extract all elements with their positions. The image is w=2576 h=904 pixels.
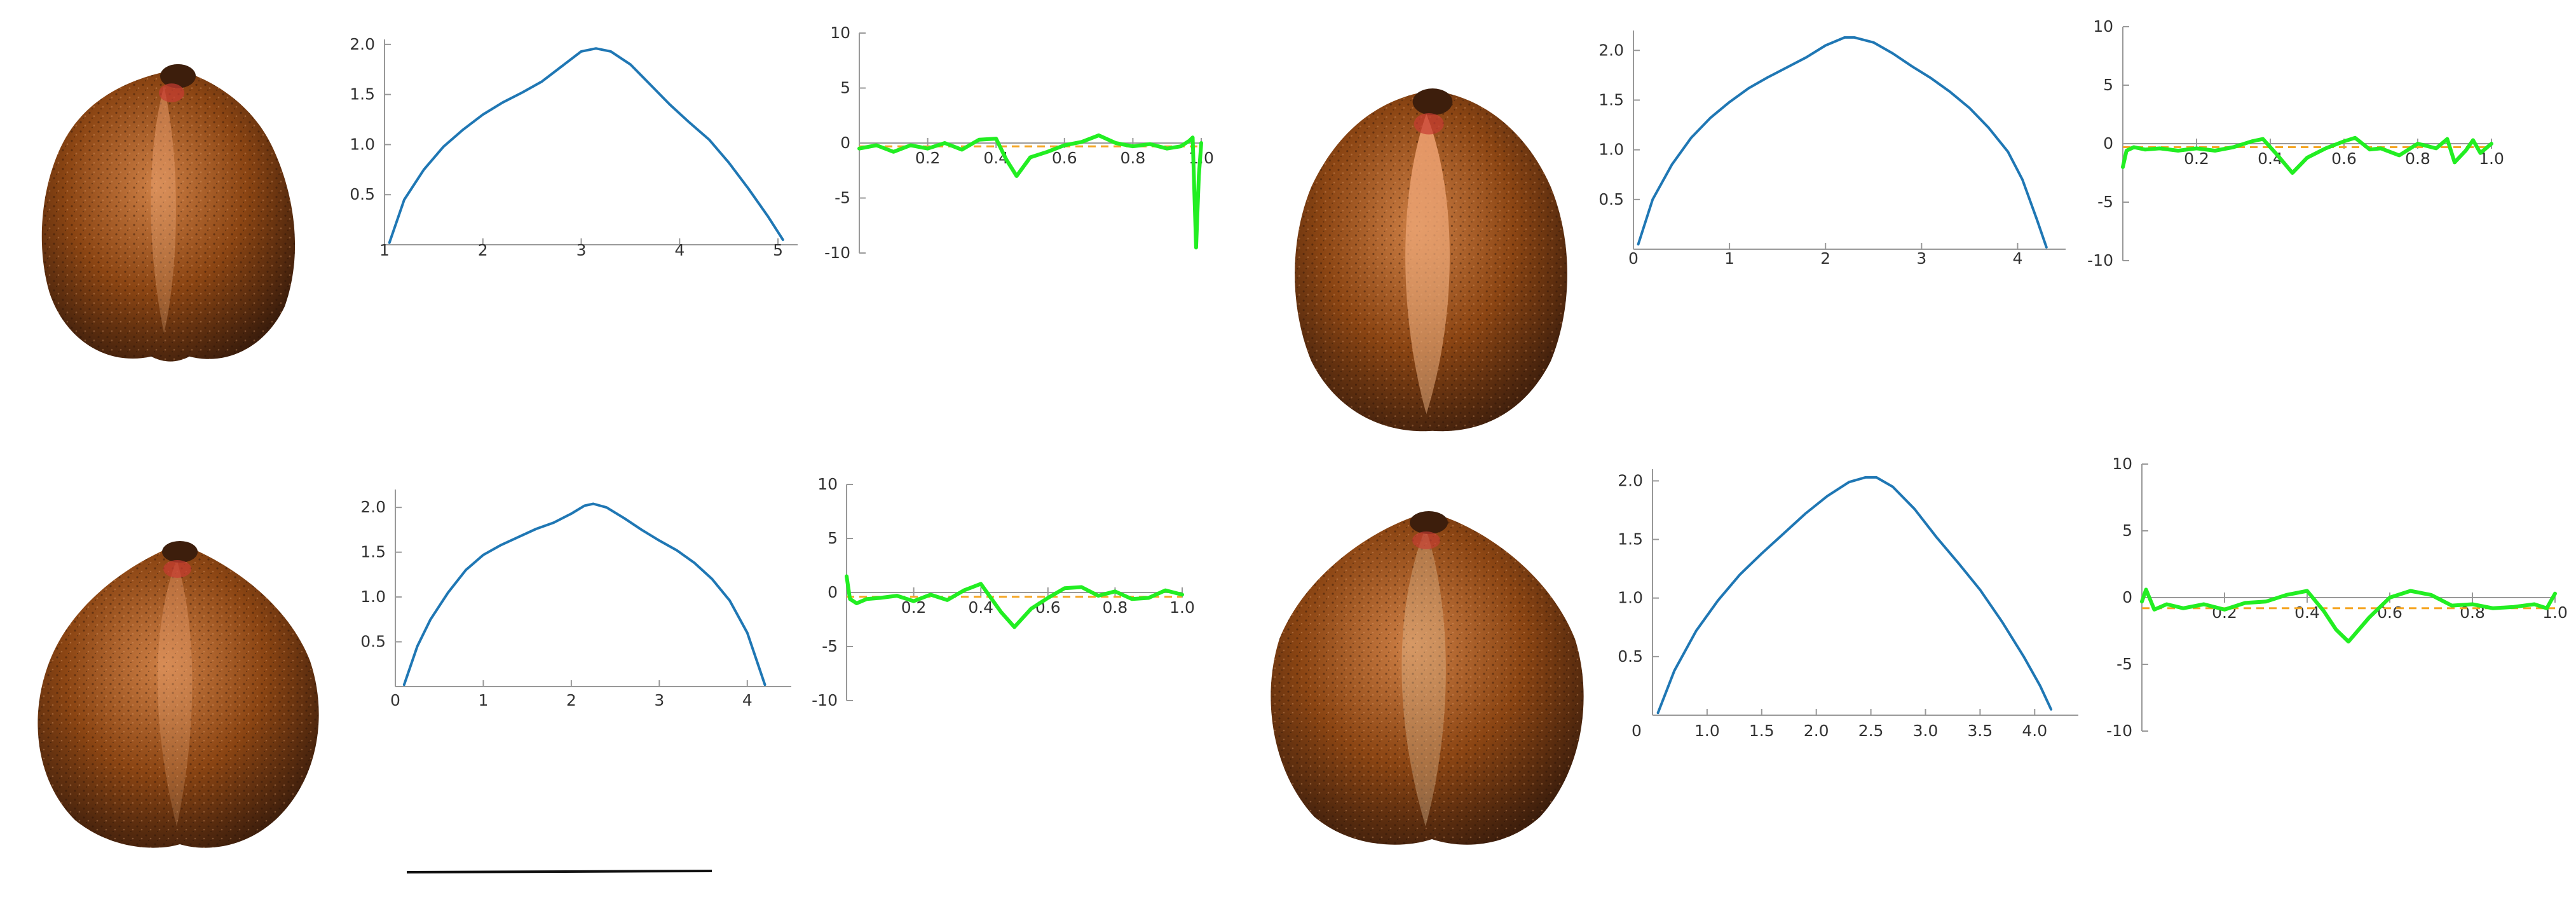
- x-tick-label: 0: [390, 691, 400, 709]
- residual-series-line: [845, 574, 1184, 629]
- x-tick-label: 1.0: [1694, 722, 1720, 740]
- y-tick-label: -5: [822, 637, 838, 655]
- x-tick-label: 3: [1916, 249, 1926, 268]
- x-tick-label: 0.6: [1035, 598, 1061, 617]
- profile-chart-bottom-right: 0.5 1.0 1.5 2.0 1.0 1.5 2.0 2.5 3.0 3.5 4.0 0: [1618, 469, 2078, 740]
- y-tick-label: 0.5: [360, 633, 386, 651]
- x-tick-label: 4: [2012, 249, 2022, 268]
- residual-series-line: [2140, 587, 2557, 644]
- x-tick-label: 1: [1724, 249, 1734, 268]
- y-tick-label: -10: [2106, 722, 2132, 740]
- y-tick-label: 10: [830, 24, 850, 42]
- seed-top-right: [1295, 88, 1567, 432]
- x-tick-label: 0.2: [2184, 149, 2209, 168]
- y-tick-label: 2.0: [1618, 471, 1643, 490]
- x-tick-label: 2.5: [1858, 722, 1884, 740]
- profile-series-line: [1656, 476, 2053, 715]
- x-tick-label: 1: [478, 691, 488, 709]
- y-tick-label: 0.5: [1598, 190, 1624, 209]
- y-tick-label: 5: [2122, 521, 2132, 540]
- x-tick-label: 3.0: [1913, 722, 1939, 740]
- y-tick-label: 2.0: [350, 35, 375, 53]
- x-tick-label: 4: [742, 691, 753, 709]
- y-tick-label: 1.0: [350, 135, 375, 153]
- x-tick-label: 0.4: [968, 598, 993, 617]
- x-tick-label: 0: [1632, 722, 1642, 740]
- scale-bar: [406, 870, 712, 873]
- y-tick-label: 1.5: [1598, 90, 1624, 109]
- y-tick-label: -5: [2097, 193, 2113, 211]
- y-tick-label: 10: [817, 475, 838, 493]
- y-tick-label: 2.0: [360, 498, 386, 516]
- seed-top-left: [41, 64, 296, 362]
- y-tick-label: -5: [2116, 655, 2132, 673]
- y-tick-label: 5: [828, 529, 838, 547]
- x-tick-label: 0: [1628, 249, 1639, 268]
- y-tick-label: -10: [2087, 251, 2113, 270]
- x-tick-label: 3.5: [1968, 722, 1993, 740]
- y-tick-label: 0: [840, 134, 850, 152]
- profile-series-line: [388, 47, 784, 244]
- x-tick-label: 1: [379, 241, 390, 259]
- x-tick-label: 0.4: [2294, 603, 2320, 622]
- y-tick-label: 0: [2103, 134, 2113, 153]
- y-tick-label: 1.5: [1618, 530, 1643, 549]
- y-tick-label: -10: [812, 691, 838, 709]
- x-tick-label: 4.0: [2022, 722, 2047, 740]
- y-tick-label: 5: [2103, 76, 2113, 94]
- x-tick-label: 0.6: [1052, 149, 1077, 167]
- seed-bottom-left: [37, 541, 319, 848]
- residual-series-line: [857, 133, 1203, 250]
- x-tick-label: 2: [1820, 249, 1830, 268]
- x-tick-label: 0.6: [2331, 149, 2357, 168]
- y-tick-label: 0.5: [1618, 647, 1643, 666]
- x-tick-label: 4: [674, 241, 685, 259]
- x-tick-label: 2.0: [1804, 722, 1829, 740]
- y-tick-label: 0: [828, 583, 838, 601]
- y-tick-label: 1.0: [360, 587, 386, 606]
- y-tick-label: 0.5: [350, 185, 375, 203]
- x-tick-label: 5: [773, 241, 783, 259]
- y-tick-label: 2.0: [1598, 41, 1624, 59]
- y-tick-label: 10: [2093, 17, 2113, 36]
- x-tick-label: 1.5: [1749, 722, 1775, 740]
- x-tick-label: 0.8: [1103, 598, 1128, 617]
- seed-bottom-right: [1271, 511, 1584, 845]
- x-tick-label: 0.2: [915, 149, 941, 167]
- y-tick-label: 1.5: [360, 543, 386, 561]
- x-tick-label: 0.8: [1121, 149, 1146, 167]
- y-tick-label: 5: [840, 79, 850, 97]
- y-tick-label: -5: [835, 189, 850, 207]
- y-tick-label: 10: [2112, 455, 2132, 473]
- x-tick-label: 1.0: [1169, 598, 1195, 617]
- x-tick-label: 2: [478, 241, 488, 259]
- y-tick-label: -10: [824, 243, 850, 262]
- profile-chart-top-left: 0.5 1.0 1.5 2.0 1 2 3 4 5: [350, 35, 798, 259]
- y-tick-label: 1.0: [1618, 589, 1643, 607]
- y-tick-label: 1.0: [1598, 140, 1624, 159]
- residual-series-line: [2121, 135, 2493, 175]
- y-tick-label: 0: [2122, 588, 2132, 606]
- profile-series-line: [1637, 36, 2048, 249]
- x-tick-label: 3: [576, 241, 587, 259]
- x-tick-label: 3: [654, 691, 664, 709]
- profile-chart-top-right: 0.5 1.0 1.5 2.0 0 1 2 3 4: [1598, 31, 2066, 268]
- profile-series-line: [402, 502, 767, 687]
- y-tick-label: 1.5: [350, 85, 375, 104]
- x-tick-label: 0.8: [2405, 149, 2430, 168]
- x-tick-label: 2: [566, 691, 576, 709]
- profile-chart-bottom-left: 0.5 1.0 1.5 2.0 0 1 2 3 4: [360, 490, 791, 709]
